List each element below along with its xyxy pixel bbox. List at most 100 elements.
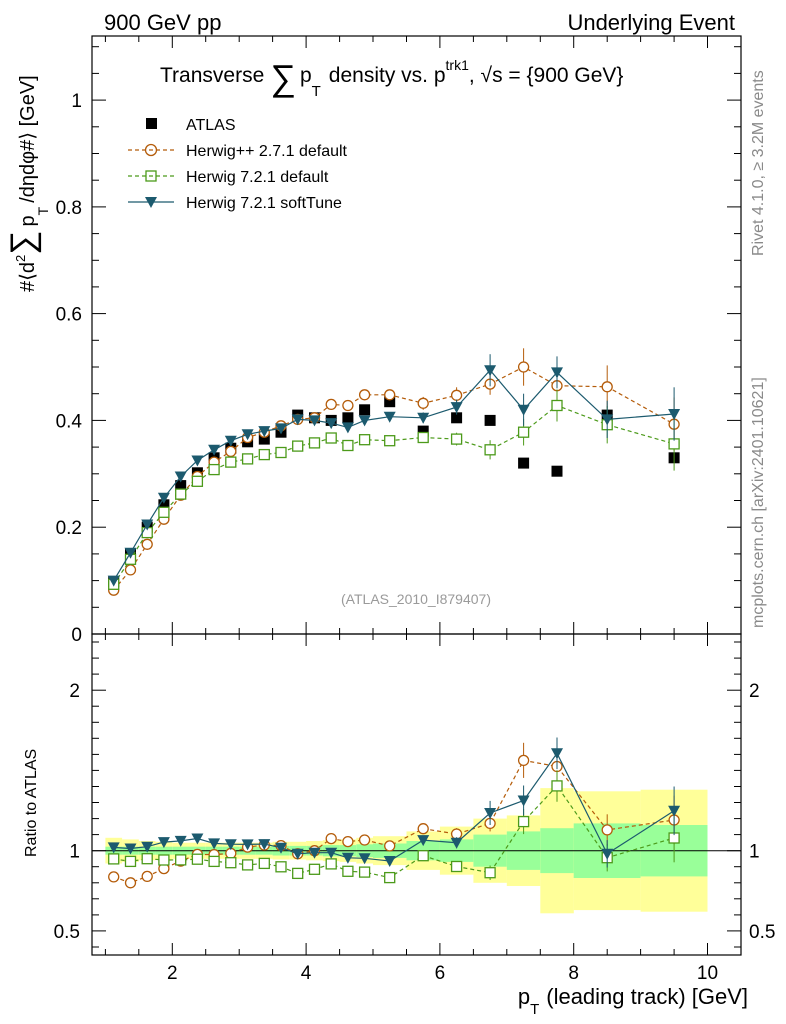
ratio-herwig-7-2-1-default-point xyxy=(450,860,463,873)
ratio-herwig-7-2-1-softtune-point xyxy=(341,852,354,864)
main-herwig-7-2-1-softtune-point xyxy=(341,422,354,434)
ratio-herwig-7-2-1-default-point xyxy=(141,853,153,865)
main-herwig-7-2-1-default-point xyxy=(342,439,354,452)
ratio-herwig-7-2-1-softtune-point xyxy=(141,841,154,853)
main-herwig-7-2-1-softtune-point xyxy=(241,429,254,441)
ratio-y-tick-label-left: 0.5 xyxy=(54,922,80,943)
ratio-herwig-7-2-1-default-point xyxy=(342,865,354,877)
main-herwig-7-2-1-default-point xyxy=(450,433,463,445)
ratio-herwig-7-2-1-softtune-point xyxy=(668,805,681,817)
ratio-herwig-2-7-1-default-point xyxy=(417,823,429,835)
main-herwig-7-2-1-softtune-point xyxy=(383,411,396,423)
main-herwig-7-2-1-softtune-point xyxy=(517,404,530,416)
ratio-herwig-7-2-1-softtune-point xyxy=(107,842,120,854)
ratio-herwig-7-2-1-default-point xyxy=(258,857,270,870)
ratio-series xyxy=(107,737,681,889)
ratio-herwig-2-7-1-default-point xyxy=(141,870,153,883)
main-atlas-point xyxy=(518,457,530,469)
main-y-tick-label: 0.8 xyxy=(56,198,82,219)
ratio-herwig-7-2-1-softtune-point xyxy=(275,842,287,854)
main-herwig-7-2-1-default-line xyxy=(113,404,675,585)
ratio-herwig-7-2-1-softtune-point xyxy=(174,835,187,847)
main-atlas-point xyxy=(384,396,396,408)
ratio-herwig-2-7-1-default-point xyxy=(325,832,337,845)
legend-label-atlas: ATLAS xyxy=(186,117,236,134)
ratio-herwig-7-2-1-softtune-point xyxy=(551,748,563,760)
main-herwig-7-2-1-softtune-point xyxy=(325,418,338,430)
ratio-herwig-7-2-1-softtune-point xyxy=(208,838,221,850)
ratio-herwig-2-7-1-default-line xyxy=(113,759,675,884)
main-herwig-7-2-1-softtune-point xyxy=(224,435,237,447)
x-tick-label: 6 xyxy=(435,963,446,984)
main-herwig-7-2-1-softtune-point xyxy=(668,409,681,420)
main-herwig-7-2-1-softtune-point xyxy=(417,412,430,424)
ratio-herwig-7-2-1-softtune-point xyxy=(417,835,430,847)
ratio-herwig-7-2-1-default-point xyxy=(241,859,254,871)
main-herwig-7-2-1-default-point xyxy=(208,463,220,476)
ratio-herwig-7-2-1-default-point xyxy=(158,854,170,866)
main-herwig-7-2-1-softtune-point xyxy=(107,575,120,587)
main-herwig-7-2-1-softtune-point xyxy=(157,492,170,504)
ratio-herwig-7-2-1-softtune-point xyxy=(450,837,463,849)
header-left: 900 GeV pp xyxy=(104,10,221,35)
ratio-herwig-2-7-1-default-point xyxy=(124,877,137,889)
ratio-herwig-7-2-1-softtune-point xyxy=(258,839,271,851)
main-herwig-7-2-1-softtune-point xyxy=(291,414,304,426)
main-y-tick-label: 0.2 xyxy=(56,518,82,539)
ratio-herwig-7-2-1-default-point xyxy=(124,855,137,868)
main-y-tick-label: 0 xyxy=(71,625,82,646)
ratio-herwig-7-2-1-softtune-point xyxy=(224,839,237,851)
legend: ATLAS Herwig++ 2.7.1 default Herwig 7.2.… xyxy=(128,117,348,212)
x-tick-label: 2 xyxy=(167,963,178,984)
main-herwig-7-2-1-default-point xyxy=(358,434,371,446)
main-herwig-7-2-1-softtune-line xyxy=(113,369,675,581)
main-herwig-7-2-1-default-point xyxy=(308,437,321,449)
main-y-tick-label: 1 xyxy=(71,91,82,112)
watermark: (ATLAS_2010_I879407) xyxy=(341,591,491,607)
main-herwig-7-2-1-default-point xyxy=(551,399,563,412)
ratio-herwig-7-2-1-softtune-point xyxy=(191,833,204,845)
main-herwig-7-2-1-default-point xyxy=(517,426,530,438)
ratio-herwig-7-2-1-default-point xyxy=(275,861,287,873)
ratio-y-tick-label-right: 1 xyxy=(749,842,760,863)
main-herwig-7-2-1-softtune-point xyxy=(308,415,321,427)
legend-label-herwig7-default: Herwig 7.2.1 default xyxy=(186,169,329,186)
main-herwig-7-2-1-default-point xyxy=(292,440,304,452)
ratio-y-tick-label-left: 2 xyxy=(69,681,80,702)
x-tick-label: 8 xyxy=(568,963,579,984)
ratio-herwig-7-2-1-softtune-point xyxy=(308,847,321,859)
ratio-herwig-7-2-1-softtune-point xyxy=(124,843,137,855)
main-herwig-2-7-1-default-point xyxy=(601,381,613,393)
legend-marker-herwigpp xyxy=(144,143,158,157)
axes: 2 4 6 8 10 0 0.2 0.4 0.6 0.8 1 0.5 0.5 1 1 2 2 xyxy=(54,35,775,984)
main-herwig-7-2-1-default-point xyxy=(225,456,237,468)
main-herwig-7-2-1-default-point xyxy=(384,435,396,447)
ratio-herwig-2-7-1-default-point xyxy=(108,871,120,883)
main-atlas-point xyxy=(551,465,563,477)
main-herwig-7-2-1-default-point xyxy=(158,506,170,518)
main-y-tick-label: 0.6 xyxy=(56,305,82,326)
main-herwig-2-7-1-default-line xyxy=(113,366,675,591)
main-herwig-7-2-1-softtune-point xyxy=(601,414,614,426)
ratio-herwig-7-2-1-default-point xyxy=(292,867,304,880)
main-herwig-7-2-1-default-point xyxy=(484,444,496,456)
ratio-y-tick-label-right: 0.5 xyxy=(749,922,775,943)
x-tick-label: 10 xyxy=(697,963,718,984)
main-herwig-7-2-1-softtune-point xyxy=(358,415,371,427)
main-y-tick-label: 0.4 xyxy=(56,411,83,432)
ratio-herwig-7-2-1-softtune-point xyxy=(157,837,170,849)
ratio-herwig-7-2-1-default-point xyxy=(208,855,220,868)
main-herwig-2-7-1-default-point xyxy=(384,389,396,401)
ratio-herwig-7-2-1-default-point xyxy=(358,866,371,878)
main-atlas-point xyxy=(258,433,270,445)
ratio-herwig-7-2-1-softtune-point xyxy=(383,856,396,867)
main-herwig-2-7-1-default-point xyxy=(358,389,371,401)
main-atlas-point xyxy=(359,404,371,416)
main-herwig-2-7-1-default-point xyxy=(325,398,337,411)
ratio-herwig-7-2-1-default-point xyxy=(517,815,530,828)
main-atlas-point xyxy=(158,499,170,511)
ratio-herwig-7-2-1-softtune-point xyxy=(325,847,338,859)
main-herwig-7-2-1-default-point xyxy=(275,446,287,459)
main-herwig-7-2-1-softtune-point xyxy=(141,519,154,531)
ratio-herwig-7-2-1-default-point xyxy=(225,857,237,869)
